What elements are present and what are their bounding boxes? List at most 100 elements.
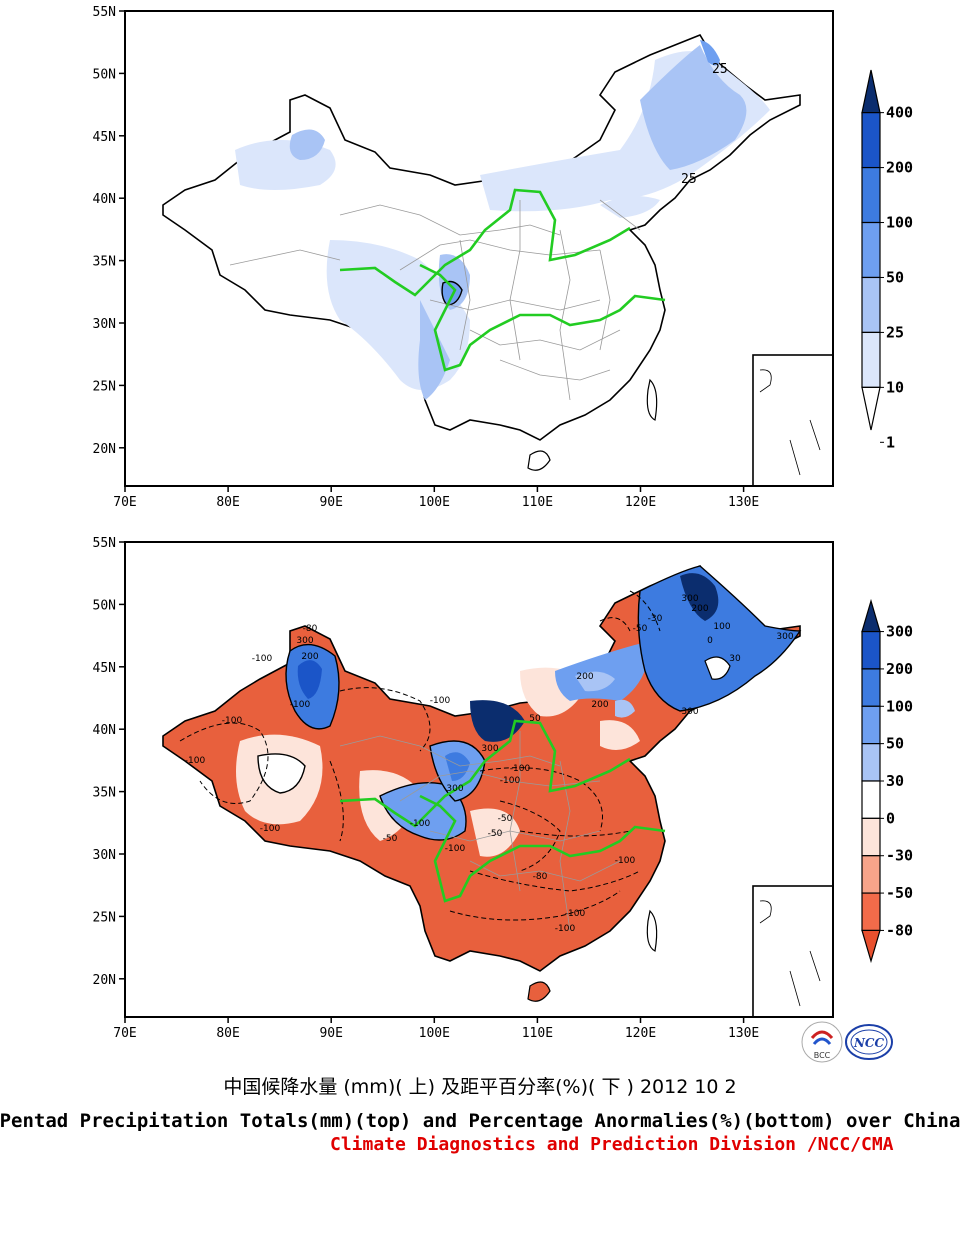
colorbar-label: 0: [886, 809, 895, 827]
contour-label: -50: [488, 829, 503, 839]
south-sea-inset-anomaly: [752, 885, 833, 1017]
colorbar-label: -50: [886, 884, 913, 902]
colorbar-label: 100: [886, 697, 913, 715]
lon-label: 120E: [625, 495, 656, 510]
top-precip-map-panel: 25 25 55N 50N 45N 40N 35N 30N 25N 20N 70E 80E 90E…: [0, 0, 960, 520]
colorbar-label: 100: [886, 214, 913, 232]
contour-label: 200: [691, 604, 708, 614]
lat-label: 50N: [93, 67, 116, 82]
colorbar-swatch: [861, 705, 881, 745]
lat-label: 25N: [93, 910, 116, 925]
svg-text:25: 25: [681, 172, 697, 187]
contour-label: -80: [533, 872, 548, 882]
chinese-caption: 中国候降水量 (mm)( 上) 及距平百分率(%)( 下 ) 2012 10 2: [223, 1076, 737, 1098]
province-borders-anomaly: [339, 731, 621, 932]
south-sea-inset: [752, 354, 833, 486]
contour-label: -100: [500, 776, 521, 786]
contour-label: -50: [383, 834, 398, 844]
lat-label: 35N: [93, 786, 116, 801]
lon-label: 110E: [522, 1026, 553, 1041]
contour-label: 300: [296, 636, 313, 646]
lon-label: 90E: [319, 1026, 342, 1041]
lon-label: 110E: [522, 495, 553, 510]
lon-label: 80E: [216, 1026, 239, 1041]
contour-label: -100: [185, 756, 206, 766]
colorbar-label: 30: [886, 772, 904, 790]
contour-label: 300: [681, 594, 698, 604]
english-caption: Pentad Precipitation Totals(mm)(top) and…: [0, 1110, 960, 1132]
contour-label: 50: [529, 714, 541, 724]
lat-label: 30N: [93, 848, 116, 863]
contour-label: -100: [222, 716, 243, 726]
colorbar-swatch: [861, 855, 881, 894]
contour-label: 100: [713, 622, 730, 632]
credit-caption: Climate Diagnostics and Prediction Divis…: [330, 1134, 894, 1155]
colorbar-label: 50: [886, 268, 904, 286]
bottom-anomaly-map: -100-100-100-100-80200300-100-100-50300-…: [93, 536, 914, 1041]
lon-label: 100E: [419, 1026, 450, 1041]
colorbar-swatch: [861, 743, 881, 782]
contour-label: -100: [615, 856, 636, 866]
contour-label: -100: [445, 844, 466, 854]
colorbar-swatch: [861, 892, 881, 932]
lat-label: 40N: [93, 723, 116, 738]
lon-label: 90E: [319, 495, 342, 510]
lon-label: 70E: [113, 1026, 136, 1041]
lat-label: 25N: [93, 379, 116, 394]
colorbar-label: -30: [886, 847, 913, 865]
lat-label: 55N: [93, 536, 116, 551]
lon-label: 120E: [625, 1026, 656, 1041]
lon-label: 100E: [419, 495, 450, 510]
colorbar-label: 300: [886, 623, 913, 641]
contour-label: 300: [776, 632, 793, 642]
contour-label: -80: [303, 624, 318, 634]
contour-label: 200: [576, 672, 593, 682]
lat-label: 30N: [93, 317, 116, 332]
river-lines-anomaly: [339, 719, 666, 903]
bcc-logo: BCC: [800, 1020, 844, 1068]
contour-label: 300: [446, 784, 463, 794]
colorbar-top-arrow: [861, 69, 881, 114]
contour-label: -100: [260, 824, 281, 834]
colorbar-swatch: [861, 780, 881, 819]
colorbar-swatch: [861, 276, 881, 334]
contour-label: -100: [252, 654, 273, 664]
contour-label: -100: [510, 764, 531, 774]
contour-label: -100: [430, 696, 451, 706]
lon-label: 130E: [728, 495, 759, 510]
colorbar-swatch: [861, 630, 881, 670]
contour-label: -50: [633, 624, 648, 634]
colorbar-swatch: [861, 221, 881, 279]
lat-label: 20N: [93, 442, 116, 457]
contour-label: -30: [648, 614, 663, 624]
bottom-anomaly-map-panel: -100 -100 -100 -100 -80 200 300 -100 -100 -50 300-…: [0, 531, 960, 1051]
colorbar-label: 200: [886, 159, 913, 177]
lat-label: 20N: [93, 973, 116, 988]
contour-label: 0: [707, 636, 713, 646]
contour-labels: -100-100-100-100-80200300-100-100-50300-…: [185, 594, 794, 934]
svg-text:25: 25: [712, 62, 728, 77]
colorbar-label: 400: [886, 104, 913, 122]
lon-label: 130E: [728, 1026, 759, 1041]
lat-label: 45N: [93, 661, 116, 676]
svg-text:NCC: NCC: [853, 1036, 885, 1050]
colorbar-label: 1: [886, 433, 895, 451]
top-precip-map: 25 25 55N 50N 45N 40N 35N 30N 25N 20N 70E 80E 90E…: [93, 5, 914, 510]
contour-label: 300: [681, 707, 698, 717]
lon-label: 80E: [216, 495, 239, 510]
colorbar-top-arrow: [861, 598, 881, 633]
lon-label: 70E: [113, 495, 136, 510]
contour-label: -100: [290, 700, 311, 710]
lat-label: 40N: [93, 192, 116, 207]
ncc-logo: NCC: [844, 1022, 894, 1066]
contour-label: 200: [591, 700, 608, 710]
contour-label: 200: [301, 652, 318, 662]
colorbar-swatch: [861, 166, 881, 224]
top-map-frame: [124, 10, 834, 487]
colorbar-label: 50: [886, 735, 904, 753]
colorbar-swatch: [861, 112, 881, 169]
colorbar-label: 200: [886, 660, 913, 678]
colorbar-bottom-arrow: [861, 386, 881, 431]
contour-label: -100: [565, 909, 586, 919]
lat-label: 35N: [93, 255, 116, 270]
